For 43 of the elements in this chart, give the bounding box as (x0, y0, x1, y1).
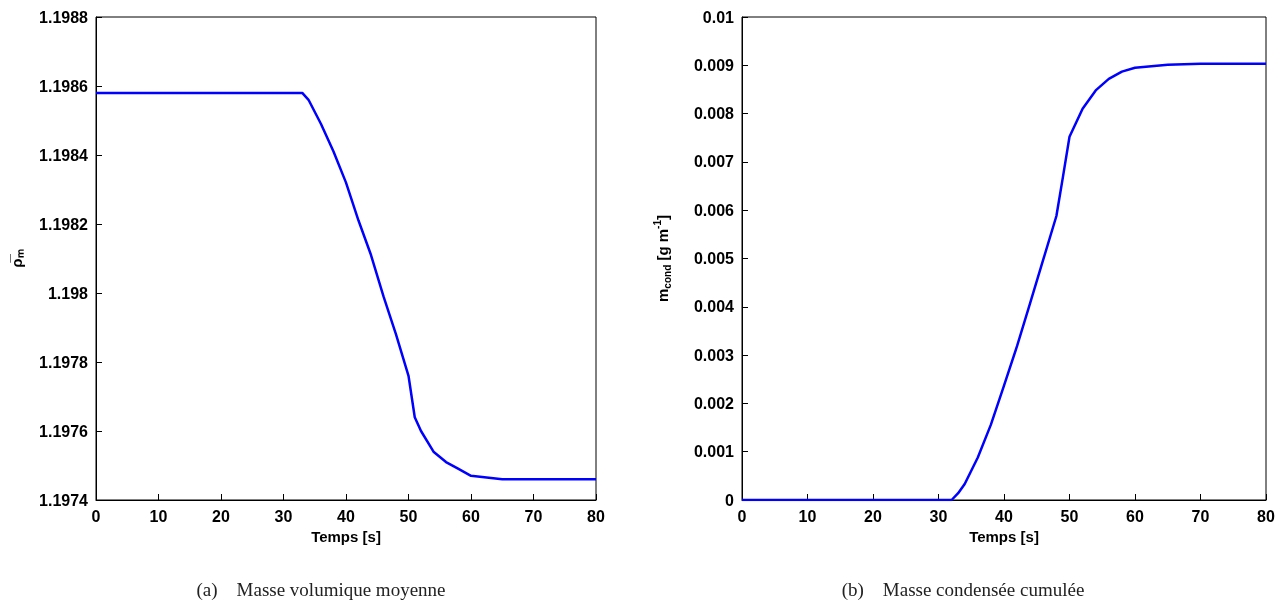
y-tick-label: 0.001 (693, 443, 735, 461)
x-tick-label: 60 (1126, 507, 1144, 525)
line-series (94, 91, 598, 481)
y-tick-label: 0.009 (693, 56, 735, 74)
y-tick-label: 0.006 (693, 201, 735, 219)
y-tick-label: 0.007 (693, 153, 735, 171)
x-tick-label: 80 (587, 507, 605, 525)
y-tick-label: 1.1974 (39, 491, 89, 509)
x-tick-label: 60 (462, 507, 480, 525)
text: (b) Masse condensée cumulée (841, 579, 1085, 601)
y-axis-title: ρ̅ₘ (8, 249, 25, 268)
x-axis-title: Temps [s] (969, 527, 1039, 545)
x-tick-label: 40 (337, 507, 355, 525)
x-tick-label: 30 (929, 507, 948, 525)
y-tick-label: 0.01 (702, 8, 735, 26)
y-tick-label: 0.004 (693, 298, 735, 316)
y-tick-label: 1.1984 (39, 146, 89, 164)
x-tick-label: 30 (274, 507, 293, 525)
y-tick-label: 1.1986 (39, 77, 89, 95)
y-tick-label: 1.1988 (39, 8, 89, 26)
y-tick-label: 0 (725, 491, 735, 509)
y-tick-label: 1.1978 (39, 353, 89, 371)
x-tick-label: 0 (91, 507, 101, 525)
y-tick-label: 1.1976 (39, 422, 89, 440)
x-tick-label: 20 (212, 507, 230, 525)
y-tick-label: 1.198 (47, 284, 89, 302)
x-tick-label: 50 (399, 507, 418, 525)
x-tick-label: 40 (995, 507, 1013, 525)
x-tick-label: 80 (1257, 507, 1275, 525)
x-tick-label: 20 (864, 507, 882, 525)
x-axis-title: Temps [s] (311, 527, 381, 545)
text: (a) Masse volumique moyenne (196, 579, 446, 601)
y-tick-label: 0.002 (693, 394, 735, 412)
x-tick-label: 10 (798, 507, 817, 525)
x-tick-label: 10 (149, 507, 168, 525)
x-tick-label: 70 (1191, 507, 1210, 525)
y-tick-label: 0.005 (693, 250, 735, 267)
x-tick-label: 70 (524, 507, 543, 525)
y-tick-label: 0.008 (693, 105, 735, 123)
x-tick-label: 50 (1060, 507, 1079, 525)
x-tick-label: 0 (737, 507, 747, 525)
y-tick-label: 0.003 (693, 346, 735, 364)
y-tick-label: 1.1982 (39, 215, 89, 233)
